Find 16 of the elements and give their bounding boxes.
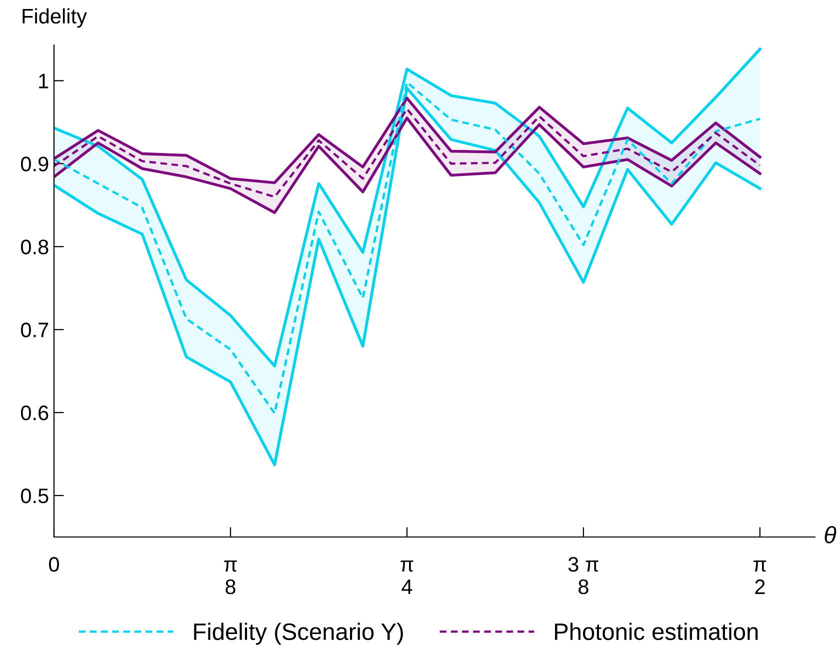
legend-label: Photonic estimation xyxy=(555,622,758,640)
x-tick-label: 0 xyxy=(49,556,59,572)
legend-label: Fidelity (Scenario Y) xyxy=(194,622,403,645)
y-tick-label: 0.5 xyxy=(20,488,48,504)
x-tick-label: π 2 xyxy=(754,560,766,594)
line-series xyxy=(54,96,762,184)
y-axis-title: Fidelity xyxy=(22,8,87,28)
x-axis-title: θ xyxy=(824,526,836,544)
x-tick-label: 3 π 8 xyxy=(568,556,598,594)
y-tick-label: 0.6 xyxy=(20,406,48,420)
x-tick-label: π 8 xyxy=(224,560,237,594)
y-tick-label: 0.8 xyxy=(20,240,48,254)
y-tick-label: 1 xyxy=(39,74,48,88)
y-tick-label: 0.7 xyxy=(20,322,48,338)
x-tick-label: π 4 xyxy=(400,560,414,594)
y-tick-label: 0.9 xyxy=(20,156,48,172)
